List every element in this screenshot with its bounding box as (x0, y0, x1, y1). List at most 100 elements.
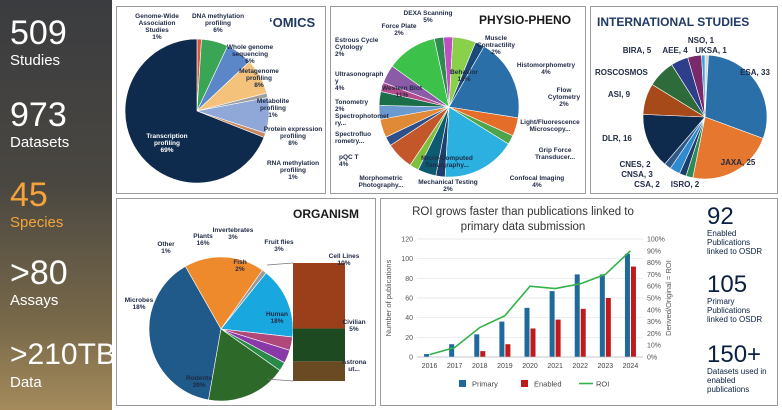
slice-label: Light/Fluorescence Microscopy... (520, 119, 580, 133)
organism-pie-chart (148, 256, 345, 402)
slice-label: AEE, 4 (662, 46, 688, 55)
x-tick-label: 2021 (547, 363, 563, 370)
physio-pheno-pie-chart (378, 36, 520, 178)
slice-label: ROSCOSMOS (595, 68, 648, 77)
bar-primary (549, 291, 555, 357)
bar-enabled (580, 308, 586, 357)
y-tick-label: 0 (409, 355, 413, 362)
slice-label: NSO, 1 (687, 36, 715, 45)
human-breakdown-bar (293, 263, 345, 329)
stat-number: 973 (10, 96, 67, 134)
stat-label: Datasets (10, 134, 70, 151)
slice-label: Plants 16% (193, 233, 213, 247)
pie-slice (208, 328, 281, 402)
callout-number: 105 (707, 271, 748, 298)
y2-tick-label: 0% (647, 355, 657, 362)
bar-enabled (630, 266, 636, 357)
x-tick-label: 2024 (623, 363, 639, 370)
omics-panel: ‘OMICS Genome-Wide Association Studies 1… (116, 6, 326, 194)
slice-label: Micro-Computed Tomography... (421, 155, 473, 169)
slice-label: Genome-Wide Association Studies 1% (135, 13, 179, 41)
x-tick-label: 2017 (447, 363, 463, 370)
slice-label: Grip Force Transducer... (534, 147, 576, 161)
bar-enabled (530, 328, 536, 357)
pie-slice (444, 106, 509, 178)
y2-tick-label: 40% (647, 307, 661, 314)
slice-label: Mechanical Testing 2% (418, 179, 478, 193)
stat-studies: 509 Studies (10, 16, 67, 69)
stat-number: 45 (10, 176, 48, 214)
slice-label: ASI, 9 (607, 90, 631, 99)
callout-datasets: 150+ Datasets used in enabled publicatio… (707, 343, 773, 395)
y2-tick-label: 100% (647, 237, 665, 244)
y2-axis-label: Derived/Original = ROI (664, 260, 673, 336)
slice-label: Spectrophotomet ry... (335, 113, 389, 127)
slice-label: ISRO, 2 (670, 180, 700, 189)
stat-label: Assays (10, 292, 59, 309)
callout-number: 92 (707, 203, 734, 230)
legend-label: Enabled (534, 380, 562, 389)
slice-label: Microbes 18% (124, 297, 154, 311)
y2-tick-label: 70% (647, 272, 661, 279)
bar-primary (424, 354, 430, 357)
slice-label: DNA methylation profiling 6% (191, 13, 245, 34)
stat-assays: >80 Assays (10, 256, 68, 309)
bar-primary (499, 321, 505, 357)
stat-species: 45 Species (10, 178, 63, 231)
stat-label: Species (10, 214, 64, 231)
human-breakdown-bar (293, 328, 345, 362)
bar-enabled (555, 319, 561, 357)
y2-tick-label: 80% (647, 260, 661, 267)
pie-slice (448, 41, 485, 108)
stat-number: >210TB (10, 338, 116, 371)
stats-sidebar: 509 Studies 973 Datasets 45 Species >80 … (0, 0, 116, 410)
slice-label: Fish 2% (233, 259, 247, 273)
slice-label: ESA, 33 (740, 68, 770, 77)
pie-slice (185, 256, 263, 330)
bar-primary (524, 307, 530, 357)
slice-label: CNSA, 3 (621, 170, 653, 179)
pie-slice (448, 45, 520, 119)
slice-label: Transcription profiling 69% (146, 133, 188, 154)
x-tick-label: 2016 (422, 363, 438, 370)
pie-slice (701, 54, 706, 118)
stat-label: Studies (10, 52, 61, 69)
chart-title: ROI grows faster than publications linke… (412, 206, 634, 233)
y2-tick-label: 20% (647, 331, 661, 338)
slice-label: Cell Lines 10% (328, 253, 360, 267)
bar-enabled (505, 344, 511, 357)
slice-label: Histomorphometry 4% (516, 62, 576, 76)
y-tick-label: 20 (405, 335, 413, 342)
stat-data: >210TB Data (10, 338, 116, 391)
pie-slice (220, 272, 294, 338)
slice-label: Protein expression profiling 8% (263, 126, 323, 147)
bar-primary (599, 274, 605, 357)
slice-label: Confocal Imaging 4% (509, 175, 565, 189)
physio-pheno-panel: PHYSIO-PHENO DEXA Scanning 5% Force Plat… (330, 6, 586, 194)
slice-label: Muscle Contractility 2% (477, 35, 515, 56)
x-tick-label: 2023 (598, 363, 614, 370)
slice-label: CNES, 2 (619, 160, 651, 169)
slice-label: Rodents 39% (186, 375, 212, 389)
bar-primary (449, 344, 455, 357)
bar-primary (474, 334, 480, 357)
callout-text: Datasets used in enabled publications (707, 367, 767, 394)
slice-label: RNA methylation profiling 1% (266, 160, 320, 181)
pie-slice (704, 54, 768, 139)
roi-line (429, 250, 631, 356)
y-tick-label: 40 (405, 315, 413, 322)
roi-panel: ROI grows faster than publications linke… (380, 198, 778, 406)
stat-label: Data (10, 374, 42, 391)
slice-label: Estrous Cycle Cytology 2% (335, 37, 379, 58)
roi-combo-chart: 0 20 40 60 80 100 120 0% 10% 20% 30% 40% 50% 60% 70% 80… (384, 237, 673, 389)
slice-label: Ultrasonograph y 4% (335, 71, 384, 92)
slice-label: CSA, 2 (634, 180, 660, 189)
omics-pie-chart (124, 38, 270, 184)
slice-label: Fruit flies 3% (264, 239, 294, 253)
pie-slice (692, 116, 764, 180)
slice-label: pQC T 4% (339, 154, 359, 168)
slice-label: Flow Cytometry 2% (547, 87, 581, 108)
slice-label: Morphometric Photography... (358, 175, 404, 189)
connector-line (266, 262, 294, 266)
slice-label: Invertebrates 3% (212, 227, 254, 241)
